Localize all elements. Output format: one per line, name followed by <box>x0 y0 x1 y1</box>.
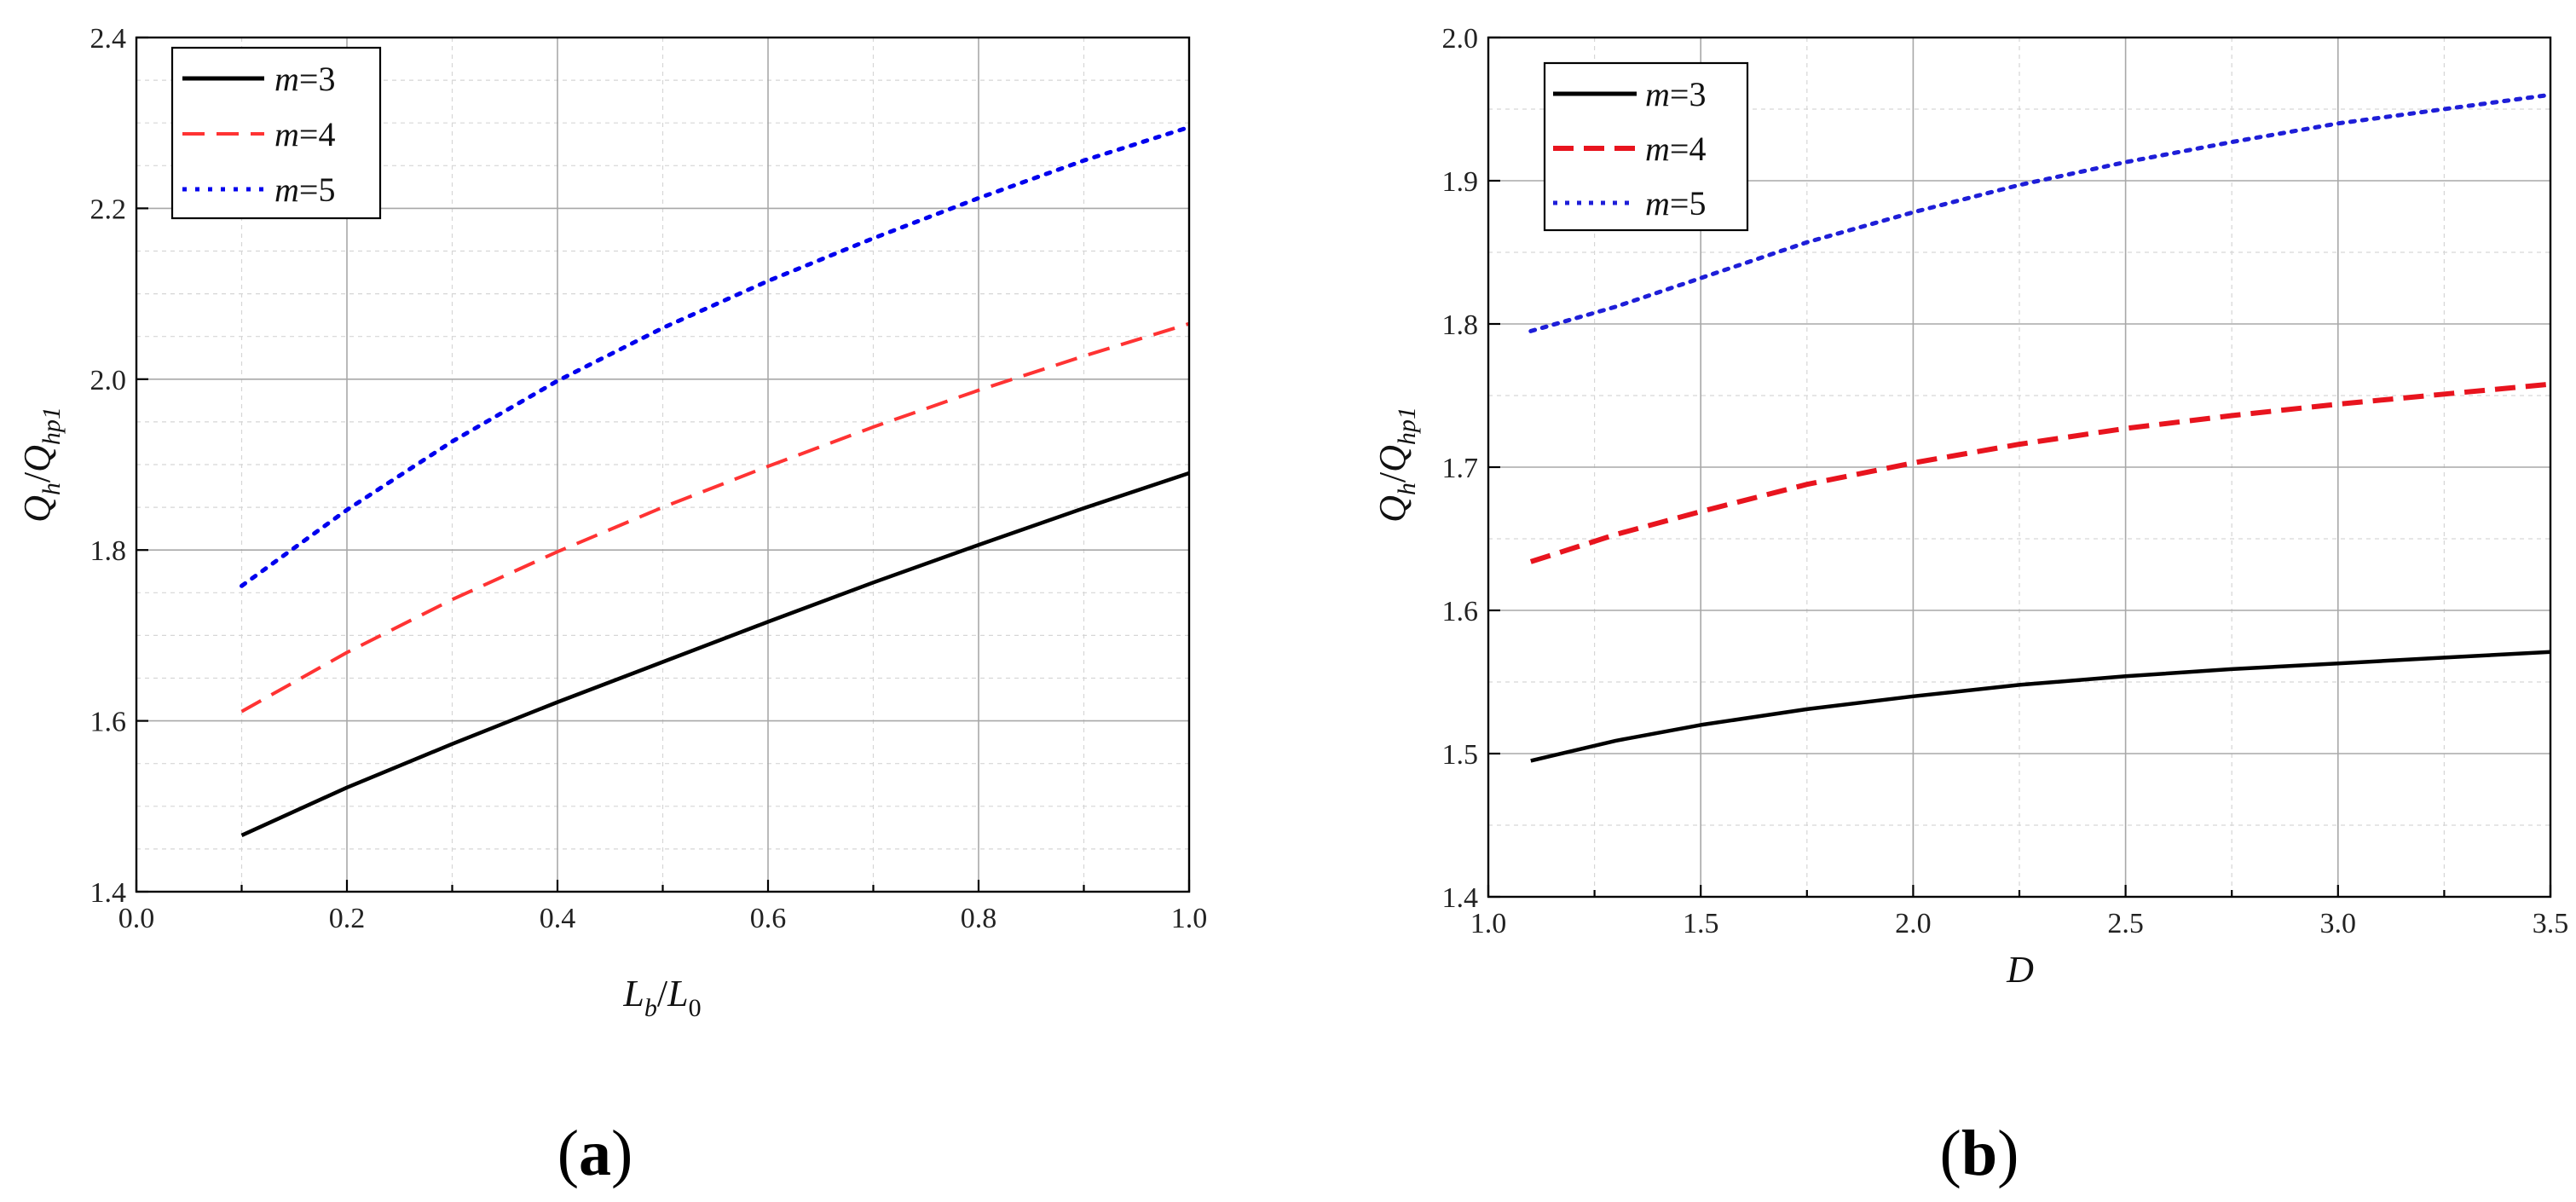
series-line-a-m3 <box>240 471 1190 837</box>
legend-label-b-m3: m=3 <box>1645 75 1706 113</box>
y-axis-title-b: Qh/Qhp1 <box>1372 407 1421 523</box>
legend-label-a-m4: m=4 <box>274 115 335 153</box>
y-tick-label: 2.0 <box>1442 23 1479 55</box>
y-tick-label: 1.7 <box>1442 453 1479 484</box>
y-tick-label: 2.0 <box>90 365 127 396</box>
y-tick-label: 1.4 <box>90 877 127 909</box>
x-tick-label: 0.8 <box>961 903 997 934</box>
y-tick-label: 2.2 <box>90 194 127 225</box>
x-tick-label: 0.0 <box>118 903 155 934</box>
x-axis-title-b: D <box>2006 949 2034 991</box>
series-group-a <box>240 124 1192 837</box>
y-tick-label: 1.8 <box>1442 309 1479 341</box>
legend-label-b-m5: m=5 <box>1645 184 1706 222</box>
panel-label-a: (a) <box>557 1118 633 1189</box>
y-tick-label: 1.6 <box>1442 596 1479 627</box>
chart-panel-a: 0.0 0.2 0.4 0.6 0.8 1.0 1.4 1.6 1.8 2.0 2.2 2.4 m=3… <box>16 23 1207 1189</box>
chart-panel-b: 1.0 1.5 2.0 2.5 3.0 3.51.41.51.61.71.81.92.0 … <box>1372 23 2568 1189</box>
x-tick-label: 1.5 <box>1683 908 1719 939</box>
x-axis-title-a: Lb/L0 <box>622 973 701 1022</box>
x-tick-label: 0.2 <box>329 903 366 934</box>
series-line-b-m5 <box>1528 92 2553 333</box>
x-tick-label: 1.0 <box>1470 908 1507 939</box>
legend-label-a-m5: m=5 <box>274 170 335 209</box>
x-tick-label: 3.0 <box>2320 908 2357 939</box>
series-group-b <box>1528 92 2553 763</box>
y-tick-label: 1.4 <box>1442 882 1479 914</box>
series-line-b-m3 <box>1530 650 2551 763</box>
legend-label-b-m4: m=4 <box>1645 130 1706 168</box>
legend-box-a <box>170 46 382 220</box>
y-tick-label: 1.6 <box>90 707 127 738</box>
panel-label-b: (b) <box>1940 1118 2019 1189</box>
y-tick-label: 1.9 <box>1442 166 1479 198</box>
y-axis-title-a: Qh/Qhp1 <box>16 407 66 523</box>
legend-a: m=3 m=4 m=5 <box>170 46 382 220</box>
axis-ticks-a: 0.0 0.2 0.4 0.6 0.8 1.0 1.4 1.6 1.8 2.0 2.2 2.4 <box>90 23 1208 934</box>
x-tick-label: 0.4 <box>540 903 576 934</box>
x-tick-label: 1.0 <box>1171 903 1208 934</box>
axis-ticks-b: 1.0 1.5 2.0 2.5 3.0 3.5 1.4 1.5 1.6 1.7 1.8 1.9 2.0 <box>1442 23 2569 939</box>
series-line-b-m4 <box>1529 381 2551 564</box>
x-tick-label: 0.6 <box>750 903 787 934</box>
y-tick-label: 2.4 <box>90 23 127 55</box>
x-tick-label: 3.5 <box>2533 908 2569 939</box>
x-tick-label: 2.0 <box>1895 908 1932 939</box>
legend-label-a-m3: m=3 <box>274 60 335 98</box>
series-line-a-m4 <box>240 321 1190 714</box>
y-tick-label: 1.8 <box>90 535 127 567</box>
series-line-a-m5 <box>240 124 1192 588</box>
x-tick-label: 2.5 <box>2107 908 2144 939</box>
legend-b: m=3 m=4 m=5 <box>1543 61 1749 232</box>
y-tick-label: 1.5 <box>1442 739 1479 771</box>
